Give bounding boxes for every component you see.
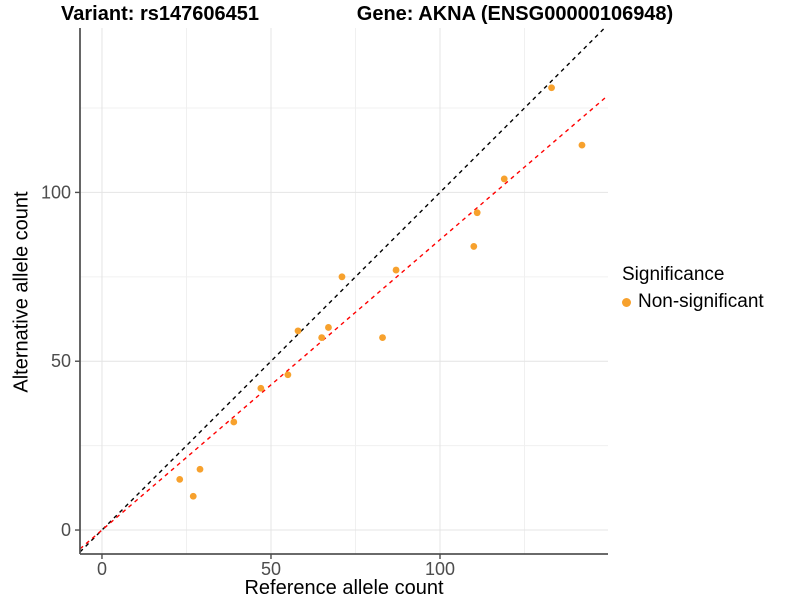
x-tick-label: 50 xyxy=(261,559,281,579)
data-point xyxy=(500,175,508,183)
data-point xyxy=(473,209,481,217)
y-tick-label: 50 xyxy=(51,351,71,371)
data-point xyxy=(176,475,184,483)
data-point xyxy=(257,384,265,392)
data-point xyxy=(379,334,386,341)
data-point xyxy=(578,141,586,149)
data-point xyxy=(284,371,292,379)
data-point xyxy=(294,327,302,335)
y-tick-label: 100 xyxy=(41,182,71,202)
legend-item: Non-significant xyxy=(622,291,764,313)
x-tick-label: 0 xyxy=(97,559,107,579)
data-point xyxy=(196,465,204,473)
data-point xyxy=(325,324,332,331)
data-point xyxy=(392,266,400,274)
legend: Significance Non-significant xyxy=(622,264,764,313)
data-point xyxy=(338,273,346,281)
data-point xyxy=(189,492,197,500)
variant-title: Variant: rs147606451 xyxy=(61,3,259,25)
data-point xyxy=(470,243,478,250)
gene-title: Gene: AKNA (ENSG00000106948) xyxy=(356,3,674,25)
x-tick-label: 100 xyxy=(425,559,455,579)
identity-line xyxy=(79,27,606,553)
legend-item-label: Non-significant xyxy=(638,291,764,312)
legend-title: Significance xyxy=(622,264,725,285)
regression-line xyxy=(79,94,609,550)
y-tick-label: 0 xyxy=(61,520,71,540)
data-point xyxy=(318,334,326,341)
data-point xyxy=(548,84,555,92)
data-point xyxy=(230,418,238,426)
legend-point-icon xyxy=(622,297,631,307)
x-axis-label: Reference allele count xyxy=(244,577,444,599)
